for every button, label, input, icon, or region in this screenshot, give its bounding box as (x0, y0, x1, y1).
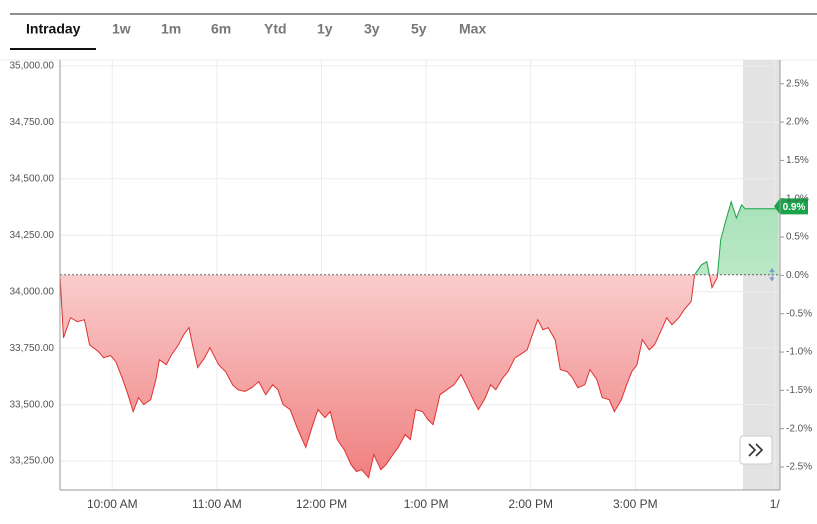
tab[interactable]: 3y (364, 21, 380, 37)
x-tick-label: 10:00 AM (87, 497, 138, 511)
scroll-icon[interactable] (748, 443, 764, 457)
price-line-down (60, 274, 718, 479)
y-tick-label: 35,000.00 (10, 61, 55, 72)
y2-tick-label: 1.0% (786, 193, 809, 204)
y2-tick-label: 2.0% (786, 117, 809, 128)
tab[interactable]: Max (459, 21, 486, 37)
y2-tick-label: -0.5% (786, 308, 812, 319)
tab[interactable]: Ytd (264, 21, 287, 37)
y-tick-label: 34,500.00 (10, 173, 55, 184)
y-tick-label: 34,000.00 (10, 286, 55, 297)
x-tick-label: 1:00 PM (404, 497, 449, 511)
x-tick-label: 1/ (770, 497, 781, 511)
tab[interactable]: 5y (411, 21, 427, 37)
y-tick-label: 33,250.00 (10, 456, 55, 467)
y2-tick-label: 0.0% (786, 270, 809, 281)
baseline-marker (769, 268, 775, 282)
x-tick-label: 12:00 PM (296, 497, 347, 511)
tab[interactable]: Intraday (26, 21, 81, 37)
end-label: 0.9% (783, 202, 806, 213)
x-tick-label: 2:00 PM (508, 497, 553, 511)
y2-tick-label: 2.5% (786, 78, 809, 89)
tab[interactable]: 1y (317, 21, 333, 37)
y2-tick-label: 0.5% (786, 232, 809, 243)
end-badge (774, 198, 808, 215)
tab[interactable]: 1m (161, 21, 181, 37)
scroll-button[interactable] (739, 435, 773, 465)
x-tick-label: 11:00 AM (192, 497, 242, 511)
y-tick-label: 34,750.00 (10, 117, 55, 128)
y2-tick-label: -2.0% (786, 423, 812, 434)
y2-tick-label: -1.0% (786, 347, 812, 358)
y2-tick-label: -2.5% (786, 462, 812, 473)
y-tick-label: 33,750.00 (10, 343, 55, 354)
area-up (60, 201, 779, 275)
tab[interactable]: 1w (112, 21, 131, 37)
y2-tick-label: -1.5% (786, 385, 812, 396)
area-down (60, 274, 718, 478)
y2-tick-label: 1.5% (786, 155, 809, 166)
y-tick-label: 34,250.00 (10, 230, 55, 241)
tab[interactable]: 6m (211, 21, 231, 37)
x-tick-label: 3:00 PM (613, 497, 658, 511)
y-tick-label: 33,500.00 (10, 399, 55, 410)
